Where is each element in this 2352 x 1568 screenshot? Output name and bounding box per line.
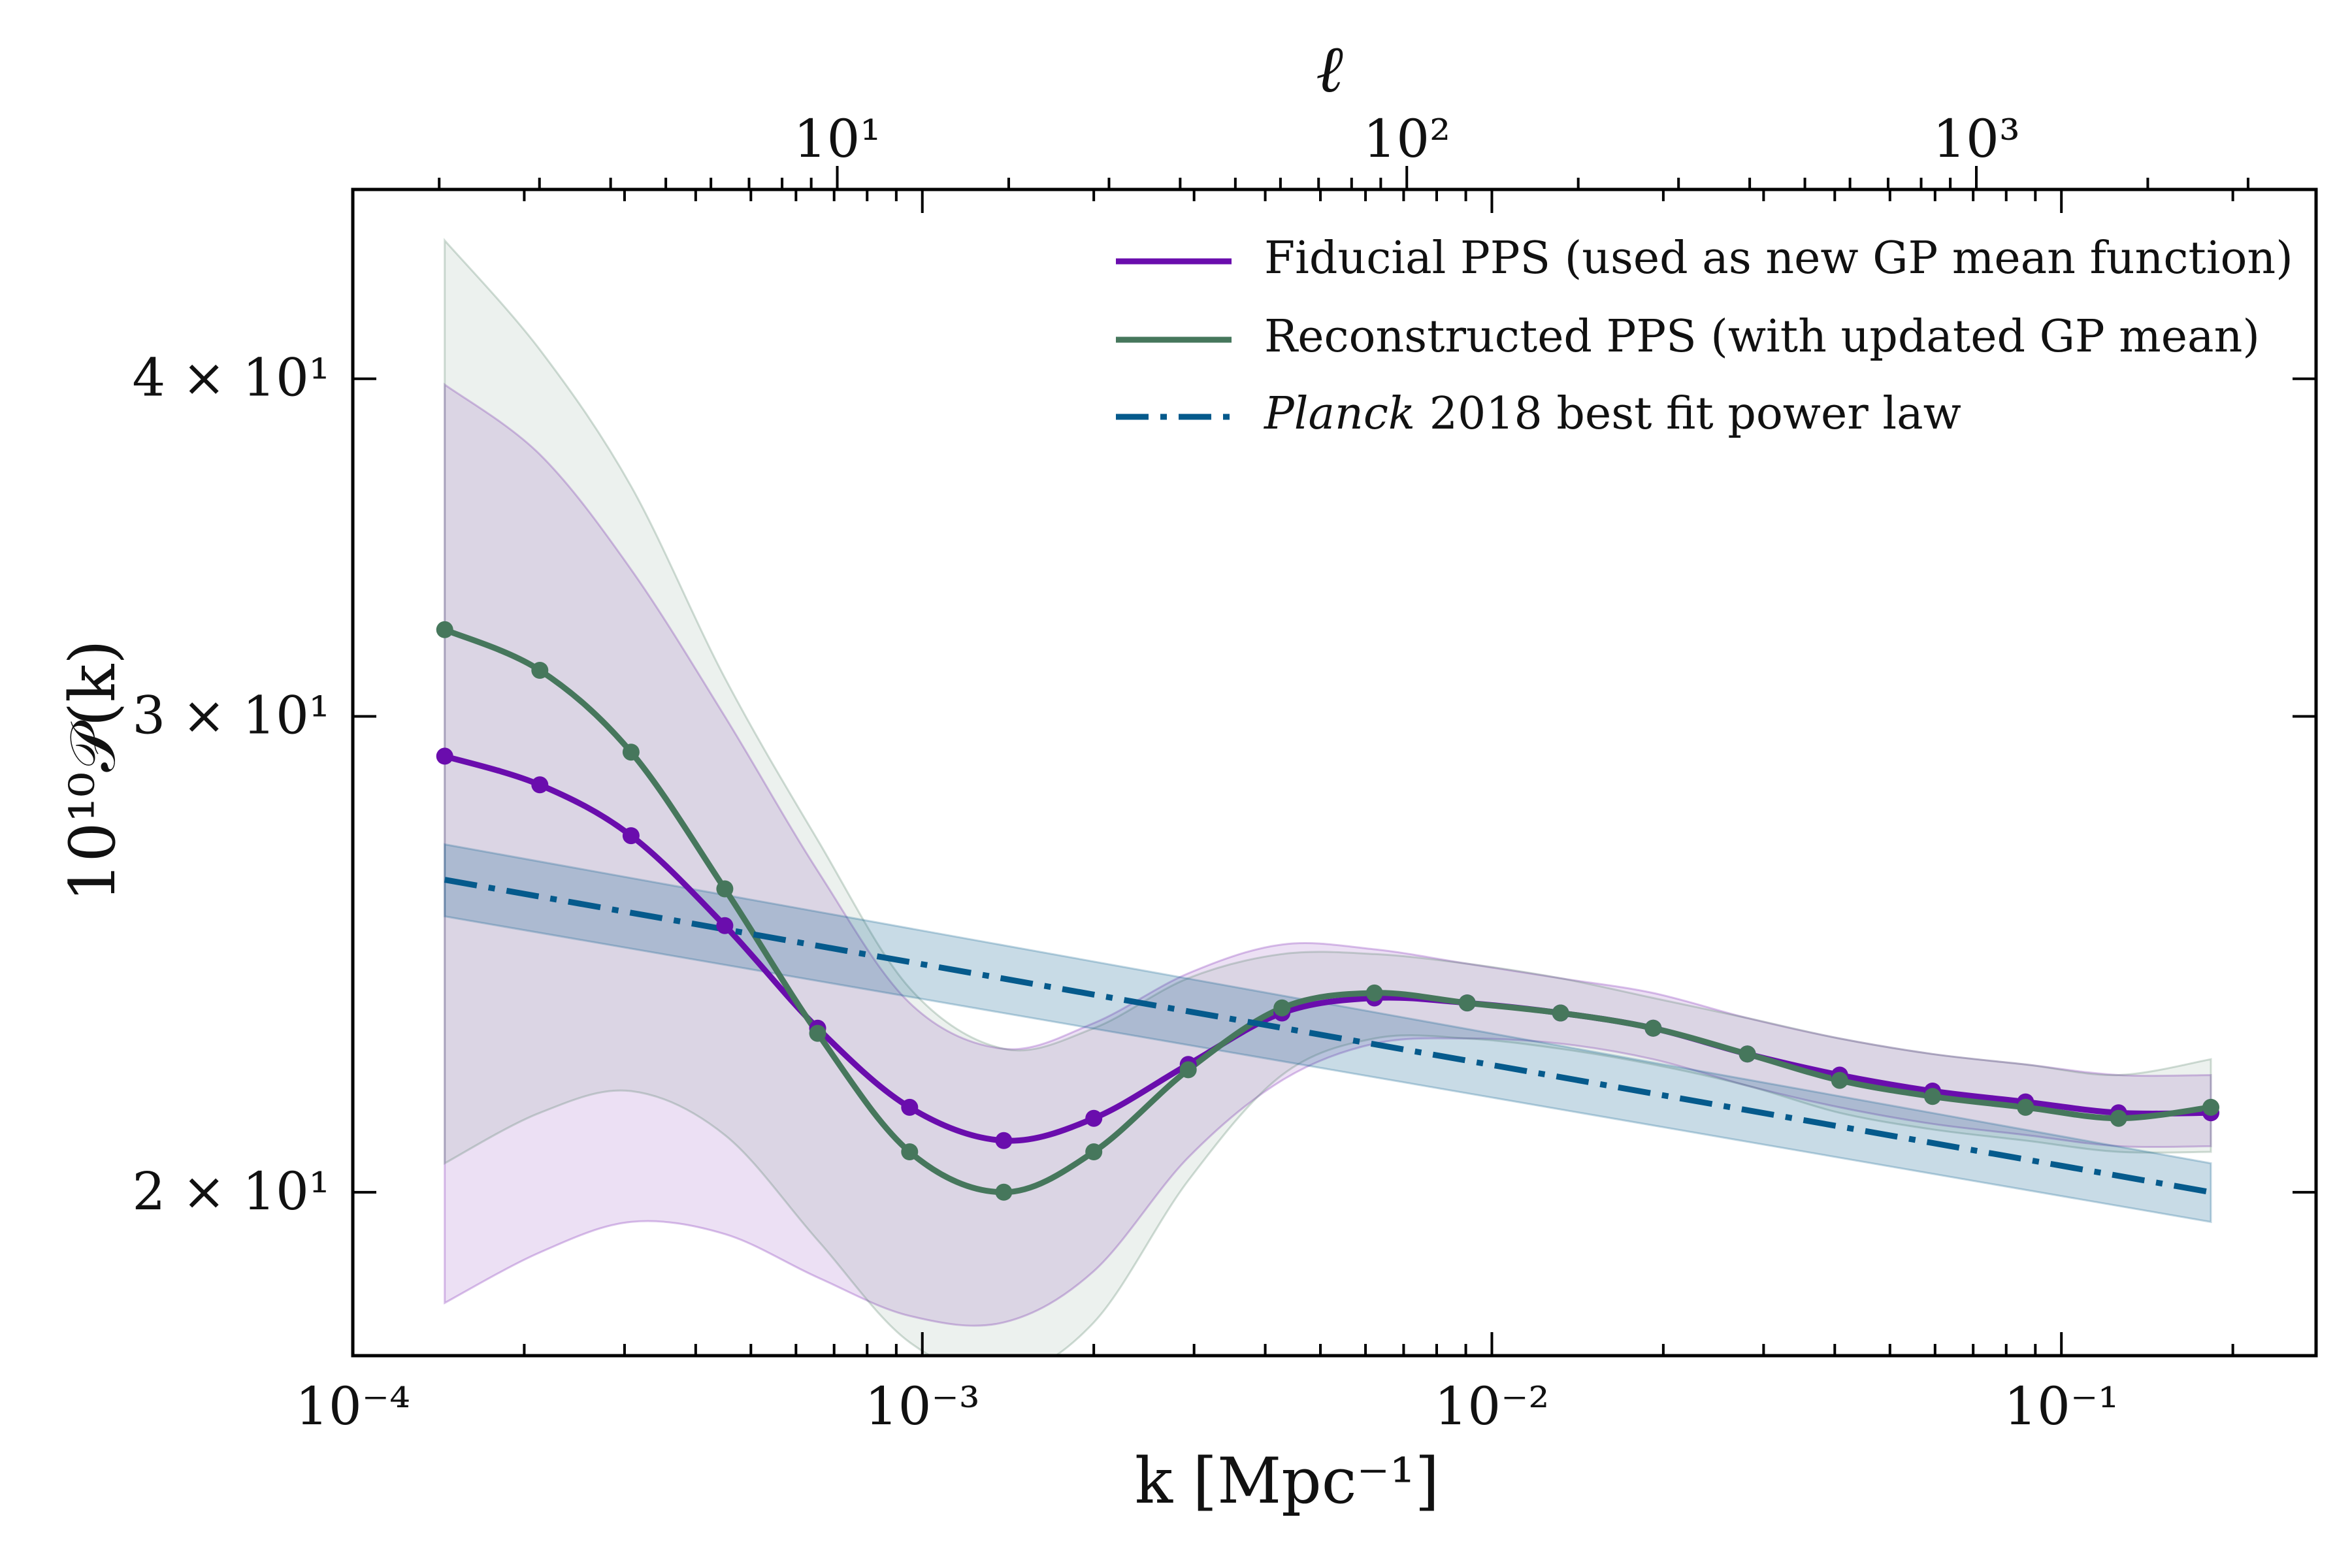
y-tick-label: 4 × 10¹: [132, 348, 330, 408]
marker-reconstructed: [436, 621, 453, 638]
y-axis-label: 10¹⁰𝒫(k): [56, 640, 129, 902]
marker-reconstructed: [809, 1024, 826, 1042]
legend: Fiducial PPS (used as new GP mean functi…: [1116, 233, 2293, 440]
plot-frame: [351, 188, 2318, 1358]
band-reconstructed: [444, 238, 2212, 1356]
x-tick-label: 10⁻²: [1434, 1376, 1549, 1437]
marker-reconstructed: [1458, 994, 1476, 1012]
marker-reconstructed: [1273, 999, 1291, 1017]
series-markers: [436, 621, 2219, 1201]
axis-ticks: [351, 166, 2316, 1356]
legend-label-fiducial: Fiducial PPS (used as new GP mean functi…: [1264, 233, 2293, 284]
marker-fiducial: [995, 1132, 1013, 1149]
marker-reconstructed: [1644, 1019, 1662, 1037]
marker-reconstructed: [1552, 1004, 1569, 1022]
marker-reconstructed: [901, 1143, 919, 1160]
x-axis-label: k [Mpc⁻¹]: [1135, 1445, 1439, 1518]
marker-reconstructed: [1924, 1088, 1941, 1105]
legend-label-planck-italic: Planck: [1263, 388, 1415, 440]
marker-reconstructed: [2110, 1109, 2127, 1127]
marker-fiducial: [531, 776, 549, 794]
legend-label-planck: Planck 2018 best fit power law: [1263, 388, 1961, 440]
marker-reconstructed: [2017, 1098, 2034, 1116]
x-tick-label: 10⁻³: [865, 1376, 980, 1437]
marker-reconstructed: [1179, 1061, 1197, 1079]
legend-label-planck-rest: 2018 best fit power law: [1415, 388, 1961, 440]
marker-reconstructed: [716, 880, 734, 898]
line-planck: [444, 877, 2212, 1196]
marker-fiducial: [622, 827, 640, 845]
marker-fiducial: [1085, 1109, 1103, 1127]
top-tick-label: 10¹: [794, 108, 881, 169]
x-tick-label: 10⁻¹: [2004, 1376, 2119, 1437]
top-tick-label: 10³: [1933, 108, 2020, 169]
marker-reconstructed: [622, 743, 640, 761]
marker-reconstructed: [1739, 1045, 1756, 1063]
marker-reconstructed: [531, 662, 549, 679]
marker-reconstructed: [1831, 1071, 1848, 1089]
marker-reconstructed: [1085, 1143, 1103, 1160]
marker-reconstructed: [1365, 984, 1383, 1002]
top-tick-label: 10²: [1363, 108, 1450, 169]
top-axis-label: ℓ: [1316, 31, 1343, 107]
marker-reconstructed: [995, 1183, 1013, 1201]
marker-fiducial: [716, 917, 734, 934]
legend-label-reconstructed: Reconstructed PPS (with updated GP mean): [1264, 311, 2260, 363]
axis-tick-labels: 10⁻⁴ 10⁻³ 10⁻² 10⁻¹ 10¹ 10² 10³ 2 × 10¹ 3 × 10¹ 4…: [132, 108, 2119, 1437]
y-tick-label: 3 × 10¹: [132, 685, 330, 745]
x-tick-label: 10⁻⁴: [295, 1376, 410, 1437]
marker-fiducial: [901, 1098, 919, 1116]
marker-fiducial: [436, 747, 453, 765]
y-tick-label: 2 × 10¹: [132, 1161, 330, 1222]
marker-reconstructed: [2202, 1098, 2219, 1116]
